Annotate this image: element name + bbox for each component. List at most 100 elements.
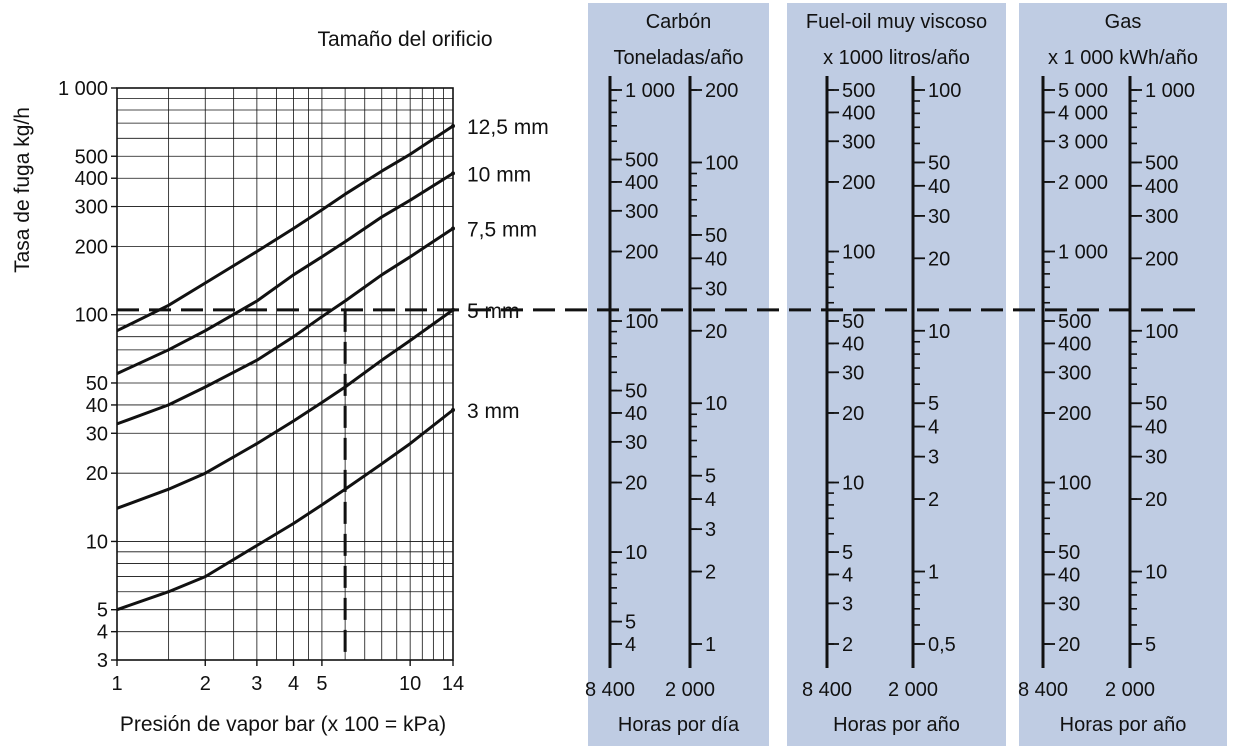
y-tick-label: 100	[75, 305, 108, 327]
y-tick-label: 200	[75, 236, 108, 258]
scale-tick-label: 1	[705, 634, 716, 656]
scale-tick-label: 2	[705, 562, 716, 584]
scale-tick-label: 0,5	[928, 634, 956, 656]
y-tick-label: 1 000	[58, 78, 108, 100]
scale-tick-label: 2	[928, 489, 939, 511]
x-tick-label: 5	[316, 673, 327, 695]
reference-lines	[117, 308, 1200, 660]
series-endpoint	[451, 123, 455, 128]
scale-tick-label: 50	[1058, 542, 1080, 564]
scale-tick-label: 10	[625, 542, 647, 564]
plot-frame	[116, 87, 454, 661]
scale-tick-label: 300	[625, 201, 658, 223]
scale-footer: Horas por día	[618, 714, 740, 736]
x-tick-label: 2	[200, 673, 211, 695]
scale-hours-label: 2 000	[1105, 679, 1155, 701]
scale-title: Gas	[1105, 11, 1142, 33]
scale-tick-label: 40	[1058, 564, 1080, 586]
y-tick-label: 500	[75, 146, 108, 168]
scale-tick-label: 20	[1058, 634, 1080, 656]
series-line	[116, 172, 454, 375]
scale-title: Carbón	[646, 11, 712, 33]
x-tick-label: 3	[251, 673, 262, 695]
scale-tick-label: 40	[625, 403, 647, 425]
x-tick-label: 10	[399, 673, 421, 695]
scale-hours-label: 2 000	[665, 679, 715, 701]
scale-tick-label: 30	[705, 278, 727, 300]
scale-tick-label: 20	[625, 473, 647, 495]
scale-hours-label: 8 400	[802, 679, 852, 701]
scale-tick-label: 5 000	[1058, 80, 1108, 102]
scale-subtitle: Toneladas/año	[613, 47, 743, 69]
chart-labels: Tamaño del orificio Presión de vapor bar…	[11, 28, 493, 736]
scale-tick-label: 400	[625, 172, 658, 194]
scale-tick-label: 40	[928, 176, 950, 198]
scale-tick-label: 5	[625, 612, 636, 634]
scale-tick-label: 100	[705, 152, 738, 174]
scale-tick-label: 5	[1145, 634, 1156, 656]
scale-tick-label: 50	[625, 381, 647, 403]
x-tick-label: 4	[288, 673, 299, 695]
scale-tick-label: 5	[928, 393, 939, 415]
scale-tick-label: 500	[1145, 152, 1178, 174]
series-endpoint	[451, 407, 455, 412]
series-endpoint	[451, 226, 455, 231]
scale-tick-label: 1	[928, 562, 939, 584]
scale-tick-label: 200	[705, 80, 738, 102]
scale-tick-label: 50	[842, 311, 864, 333]
scale-tick-label: 1 000	[1145, 80, 1195, 102]
scale-tick-label: 5	[842, 542, 853, 564]
scale-tick-label: 4	[842, 564, 853, 586]
scale-tick-label: 100	[928, 80, 961, 102]
x-tick-label: 14	[442, 673, 464, 695]
scale-tick-label: 100	[625, 311, 658, 333]
scale-tick-label: 50	[705, 225, 727, 247]
scale-tick-label: 200	[1058, 403, 1091, 425]
scale-hours-label: 8 400	[585, 679, 635, 701]
series-label: 7,5 mm	[467, 219, 537, 242]
scale-tick-label: 50	[928, 152, 950, 174]
scale-tick-label: 200	[625, 241, 658, 263]
series-label: 5 mm	[467, 300, 520, 323]
scale-tick-label: 100	[1145, 321, 1178, 343]
scale-tick-label: 10	[705, 393, 727, 415]
scale-tick-label: 300	[1145, 206, 1178, 228]
y-tick-label: 3	[97, 650, 108, 672]
scale-tick-label: 4	[705, 489, 716, 511]
scale-footer: Horas por año	[1060, 714, 1187, 736]
series-line	[116, 124, 454, 333]
series-endpoint	[451, 171, 455, 176]
scale-tick-label: 3 000	[1058, 131, 1108, 153]
scale-tick-label: 1 000	[625, 80, 675, 102]
scale-tick-label: 200	[1145, 248, 1178, 270]
scale-tick-label: 300	[842, 131, 875, 153]
scale-tick-label: 300	[1058, 362, 1091, 384]
y-tick-label: 300	[75, 197, 108, 219]
series-label: 12,5 mm	[467, 116, 549, 139]
series-label: 10 mm	[467, 163, 531, 186]
scale-tick-label: 40	[1145, 417, 1167, 439]
y-tick-label: 30	[86, 423, 108, 445]
scale-tick-label: 3	[928, 447, 939, 469]
scale-tick-label: 30	[842, 362, 864, 384]
scale-footer: Horas por año	[833, 714, 960, 736]
x-tick-label: 1	[111, 673, 122, 695]
scale-tick-label: 30	[928, 206, 950, 228]
scale-tick-label: 40	[705, 248, 727, 270]
scale-tick-label: 3	[705, 519, 716, 541]
y-tick-label: 20	[86, 463, 108, 485]
chart-title: Tamaño del orificio	[317, 28, 492, 51]
series-line	[116, 308, 454, 510]
scale-tick-label: 2 000	[1058, 172, 1108, 194]
scale-tick-label: 400	[1058, 333, 1091, 355]
scale-title: Fuel-oil muy viscoso	[806, 11, 987, 33]
y-axis-label: Tasa de fuga kg/h	[11, 107, 34, 273]
series-label: 3 mm	[467, 400, 520, 423]
y-tick-label: 5	[97, 600, 108, 622]
x-axis-label: Presión de vapor bar (x 100 = kPa)	[120, 713, 446, 736]
scale-tick-label: 100	[1058, 473, 1091, 495]
scale-tick-label: 30	[625, 432, 647, 454]
scale-tick-label: 30	[1058, 593, 1080, 615]
